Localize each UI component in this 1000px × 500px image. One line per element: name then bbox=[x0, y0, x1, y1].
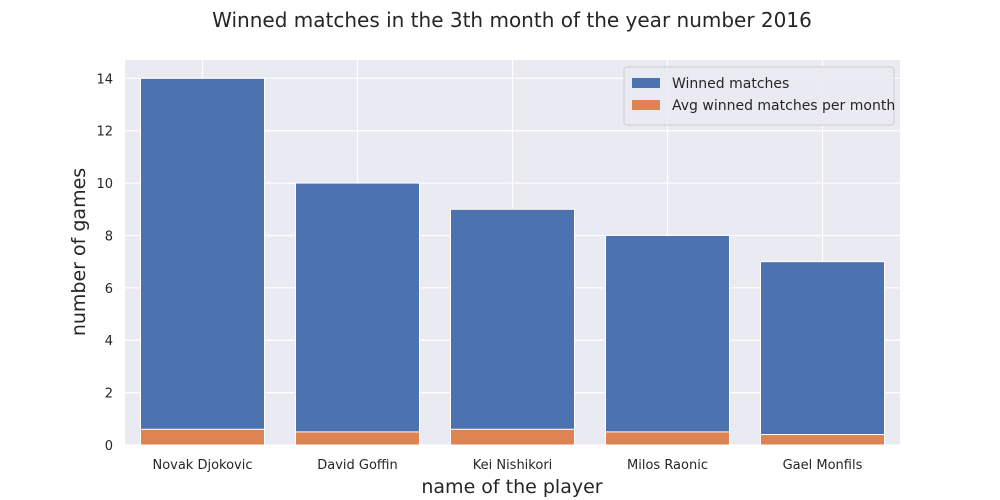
x-tick-label: Milos Raonic bbox=[627, 458, 708, 473]
bar-winned-matches-1 bbox=[295, 182, 420, 446]
y-tick-label: 4 bbox=[105, 334, 113, 349]
legend-label: Winned matches bbox=[672, 76, 789, 92]
bar-avg-winned-matches-0 bbox=[140, 428, 265, 446]
x-tick-label: Kei Nishikori bbox=[473, 458, 553, 473]
legend-box bbox=[623, 66, 895, 126]
bar-winned-matches-3 bbox=[605, 234, 730, 446]
bar-winned-matches-4 bbox=[760, 261, 885, 446]
bar-avg-winned-matches-1 bbox=[295, 431, 420, 446]
y-tick-label: 10 bbox=[96, 177, 113, 192]
y-tick-label: 8 bbox=[105, 229, 113, 244]
bar-avg-winned-matches-2 bbox=[450, 428, 575, 446]
chart-title: Winned matches in the 3th month of the y… bbox=[212, 8, 812, 32]
x-tick-label: David Goffin bbox=[317, 458, 398, 473]
y-tick-label: 12 bbox=[96, 125, 113, 140]
legend-swatch bbox=[632, 100, 660, 110]
bar-avg-winned-matches-4 bbox=[760, 434, 885, 446]
x-tick-label: Gael Monfils bbox=[783, 458, 863, 473]
bars bbox=[140, 77, 885, 446]
bar-winned-matches-0 bbox=[140, 77, 265, 446]
y-tick-label: 0 bbox=[105, 439, 113, 454]
y-tick-label: 2 bbox=[105, 387, 113, 402]
bar-winned-matches-2 bbox=[450, 208, 575, 446]
x-tick-label: Novak Djokovic bbox=[152, 458, 252, 473]
legend-label: Avg winned matches per month bbox=[672, 98, 895, 114]
y-tick-label: 14 bbox=[96, 72, 113, 87]
y-axis-title: number of games bbox=[68, 168, 90, 336]
bar-avg-winned-matches-3 bbox=[605, 431, 730, 446]
y-axis-ticks: 0 2 4 6 8 10 12 14 bbox=[96, 72, 113, 454]
y-tick-label: 6 bbox=[105, 282, 113, 297]
legend: Winned matches Avg winned matches per mon… bbox=[623, 66, 895, 126]
legend-swatch bbox=[632, 78, 660, 88]
x-axis-ticks: Novak Djokovic David Goffin Kei Nishikori M… bbox=[152, 458, 862, 473]
x-axis-title: name of the player bbox=[421, 476, 602, 498]
